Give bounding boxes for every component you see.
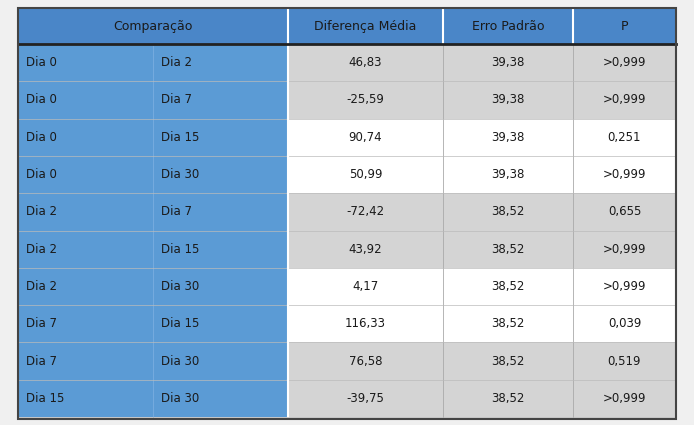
Text: -39,75: -39,75 <box>346 392 384 405</box>
Text: 43,92: 43,92 <box>348 243 382 256</box>
Bar <box>18 305 288 343</box>
Text: Dia 7: Dia 7 <box>161 94 192 106</box>
Bar <box>288 193 676 230</box>
Text: 38,52: 38,52 <box>491 317 525 330</box>
Text: 38,52: 38,52 <box>491 392 525 405</box>
Text: Dia 0: Dia 0 <box>26 94 57 106</box>
Text: 46,83: 46,83 <box>349 56 382 69</box>
Text: Dia 15: Dia 15 <box>161 317 199 330</box>
Text: Dia 2: Dia 2 <box>26 280 57 293</box>
Text: Dia 7: Dia 7 <box>26 317 57 330</box>
Text: 0,251: 0,251 <box>608 131 641 144</box>
Text: 39,38: 39,38 <box>491 94 525 106</box>
Text: Dia 7: Dia 7 <box>161 205 192 218</box>
Text: >0,999: >0,999 <box>603 56 646 69</box>
Bar <box>288 156 676 193</box>
Text: >0,999: >0,999 <box>603 243 646 256</box>
Text: -25,59: -25,59 <box>346 94 384 106</box>
Text: 0,039: 0,039 <box>608 317 641 330</box>
Bar <box>288 230 676 268</box>
Text: Dia 15: Dia 15 <box>161 243 199 256</box>
Bar <box>288 268 676 305</box>
Text: 90,74: 90,74 <box>348 131 382 144</box>
Bar <box>288 380 676 417</box>
Bar <box>18 230 288 268</box>
Bar <box>288 305 676 343</box>
Text: 116,33: 116,33 <box>345 317 386 330</box>
Bar <box>18 156 288 193</box>
Text: 38,52: 38,52 <box>491 354 525 368</box>
Bar <box>18 8 676 44</box>
Text: Dia 30: Dia 30 <box>161 168 199 181</box>
Text: Dia 15: Dia 15 <box>26 392 65 405</box>
Text: Dia 30: Dia 30 <box>161 392 199 405</box>
Text: 0,519: 0,519 <box>608 354 641 368</box>
Text: Comparação: Comparação <box>113 20 193 32</box>
Text: 39,38: 39,38 <box>491 56 525 69</box>
Bar <box>18 193 288 230</box>
Bar <box>18 343 288 380</box>
Text: 38,52: 38,52 <box>491 243 525 256</box>
Text: Dia 2: Dia 2 <box>26 205 57 218</box>
Bar <box>288 44 676 81</box>
Text: Dia 30: Dia 30 <box>161 354 199 368</box>
Text: 50,99: 50,99 <box>349 168 382 181</box>
Text: Dia 0: Dia 0 <box>26 168 57 181</box>
Text: Dia 0: Dia 0 <box>26 131 57 144</box>
Text: >0,999: >0,999 <box>603 392 646 405</box>
Text: P: P <box>620 20 628 32</box>
Text: Dia 0: Dia 0 <box>26 56 57 69</box>
Bar <box>18 81 288 119</box>
Bar <box>18 268 288 305</box>
Bar <box>288 119 676 156</box>
Text: >0,999: >0,999 <box>603 168 646 181</box>
Text: 39,38: 39,38 <box>491 131 525 144</box>
Text: Dia 30: Dia 30 <box>161 280 199 293</box>
Text: 0,655: 0,655 <box>608 205 641 218</box>
Text: 39,38: 39,38 <box>491 168 525 181</box>
Text: Dia 7: Dia 7 <box>26 354 57 368</box>
Text: >0,999: >0,999 <box>603 280 646 293</box>
Text: 38,52: 38,52 <box>491 205 525 218</box>
Bar <box>288 343 676 380</box>
Text: Dia 2: Dia 2 <box>161 56 192 69</box>
Bar <box>288 81 676 119</box>
Text: >0,999: >0,999 <box>603 94 646 106</box>
Text: 38,52: 38,52 <box>491 280 525 293</box>
Bar <box>18 119 288 156</box>
Text: 76,58: 76,58 <box>349 354 382 368</box>
Text: 4,17: 4,17 <box>353 280 379 293</box>
Text: Diferença Média: Diferença Média <box>314 20 416 32</box>
Bar <box>18 44 288 81</box>
Text: Erro Padrão: Erro Padrão <box>472 20 544 32</box>
Text: Dia 2: Dia 2 <box>26 243 57 256</box>
Bar <box>18 380 288 417</box>
Text: -72,42: -72,42 <box>346 205 384 218</box>
Text: Dia 15: Dia 15 <box>161 131 199 144</box>
